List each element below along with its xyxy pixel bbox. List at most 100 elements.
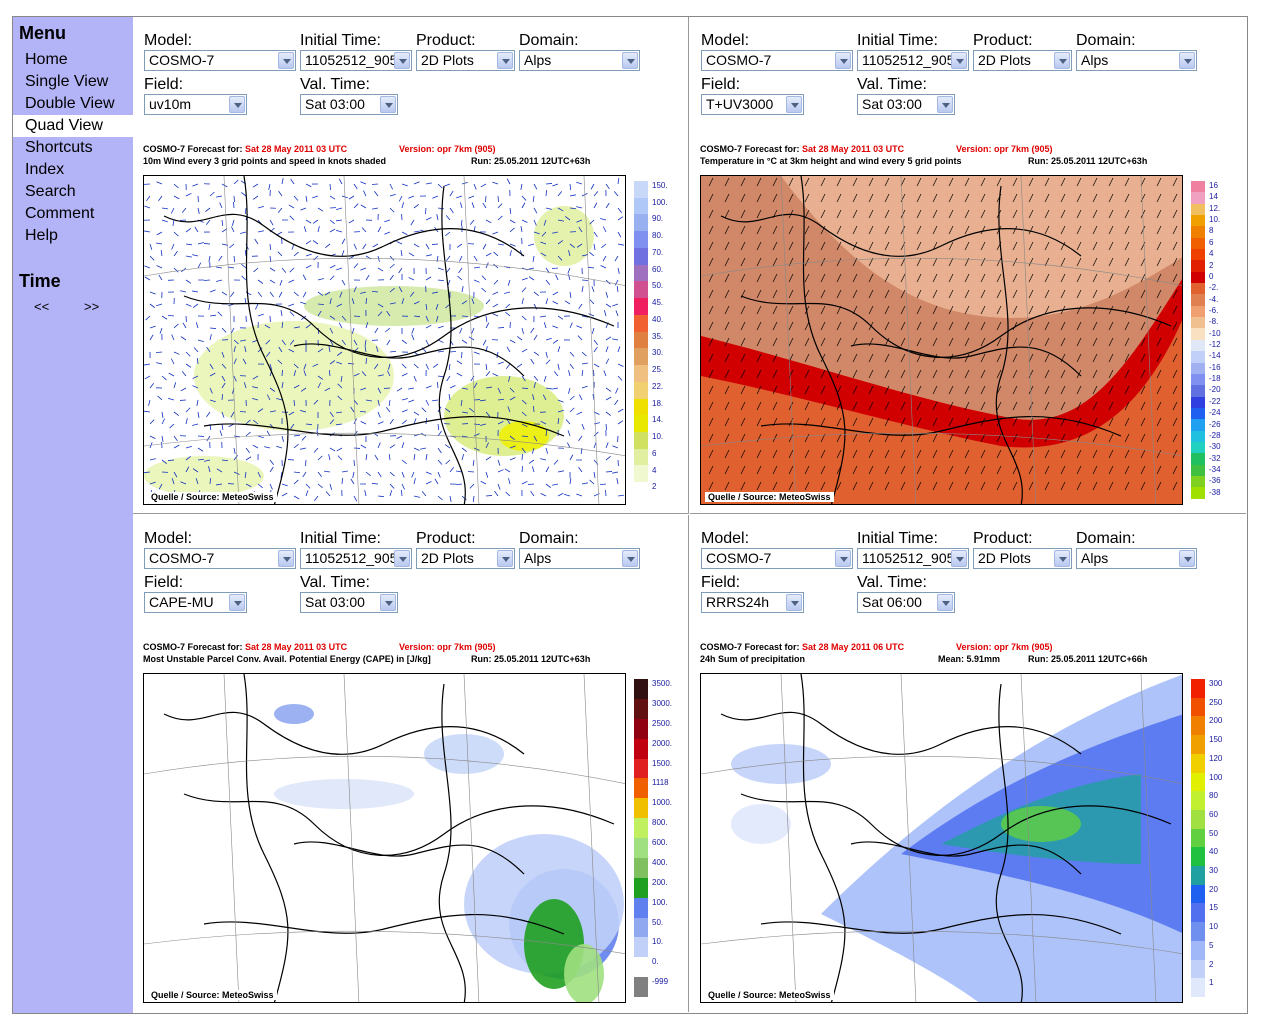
menu-item-shortcuts[interactable]: Shortcuts	[25, 139, 93, 156]
initial-time-select[interactable]: 11052512_905	[857, 50, 969, 71]
model-label: Model:	[701, 530, 750, 547]
chevron-down-icon	[394, 52, 410, 69]
field-select[interactable]: T+UV3000	[701, 94, 804, 115]
menu-item-double-view[interactable]: Double View	[25, 95, 115, 112]
chevron-down-icon	[229, 594, 245, 611]
time-prev-link[interactable]: <<	[34, 299, 50, 314]
source-label: Quelle / Source: MeteoSwiss	[705, 990, 834, 1000]
color-scale-label: 10	[1209, 922, 1218, 932]
map-image	[701, 674, 1182, 1002]
color-scale-swatch	[1191, 753, 1205, 773]
color-scale-label: 200.	[652, 877, 668, 887]
chevron-down-icon	[229, 96, 245, 113]
menu-item-help[interactable]: Help	[25, 227, 58, 244]
color-scale-swatch	[1191, 735, 1205, 754]
domain-select[interactable]: Alps	[519, 548, 640, 569]
color-scale-label: 0.	[652, 957, 659, 967]
color-scale-swatch	[1191, 328, 1205, 340]
val-time-select[interactable]: Sat 03:00	[300, 94, 398, 115]
panel-1: Model: COSMO-7 Initial Time: 11052512_90…	[133, 17, 689, 514]
color-scale-label: 1000.	[652, 798, 673, 808]
color-scale-label: 2	[652, 482, 657, 492]
mean-label: Mean: 5.91mm	[938, 654, 1001, 664]
model-select[interactable]: COSMO-7	[701, 548, 853, 569]
color-scale-swatch	[634, 314, 648, 332]
chevron-down-icon	[1179, 52, 1195, 69]
color-scale-swatch	[634, 181, 648, 198]
color-scale-swatch	[1191, 192, 1205, 204]
color-scale-label: -38	[1209, 487, 1221, 497]
product-select[interactable]: 2D Plots	[416, 50, 515, 71]
model-select[interactable]: COSMO-7	[144, 50, 296, 71]
product-select[interactable]: 2D Plots	[416, 548, 515, 569]
color-scale-label: 30	[1209, 866, 1218, 876]
chevron-down-icon	[497, 550, 513, 567]
initial-time-value: 11052512_905	[862, 52, 955, 68]
menu-item-single-view[interactable]: Single View	[25, 73, 109, 90]
color-scale-label: 10.	[652, 432, 664, 442]
initial-time-select[interactable]: 11052512_905	[857, 548, 969, 569]
chevron-down-icon	[835, 550, 851, 567]
color-scale-label: 100	[1209, 772, 1223, 782]
color-scale-swatch	[1191, 922, 1205, 941]
domain-select[interactable]: Alps	[1076, 548, 1197, 569]
time-title: Time	[19, 271, 61, 291]
color-scale-swatch	[1191, 249, 1205, 261]
panel-4: Model: COSMO-7 Initial Time: 11052512_90…	[690, 515, 1246, 1012]
color-scale-label: 1	[1209, 978, 1214, 988]
chevron-down-icon	[786, 96, 802, 113]
chevron-down-icon	[278, 550, 294, 567]
color-scale-label: -18	[1209, 374, 1221, 384]
color-scale	[634, 181, 648, 499]
initial-time-select[interactable]: 11052512_905	[300, 548, 412, 569]
menu-item-home[interactable]: Home	[25, 51, 68, 68]
menu-item-index[interactable]: Index	[25, 161, 65, 178]
val-time-select[interactable]: Sat 03:00	[857, 94, 955, 115]
model-select[interactable]: COSMO-7	[144, 548, 296, 569]
color-scale-swatch	[634, 214, 648, 232]
forecast-map: Quelle / Source: MeteoSwiss	[700, 175, 1183, 505]
color-scale-label: -12	[1209, 340, 1221, 349]
product-value: 2D Plots	[421, 550, 474, 566]
color-scale-swatch	[634, 857, 648, 878]
field-select[interactable]: CAPE-MU	[144, 592, 247, 613]
model-label: Model:	[701, 32, 750, 49]
time-next-link[interactable]: >>	[84, 299, 100, 314]
color-scale-label: -24	[1209, 408, 1221, 418]
field-select[interactable]: uv10m	[144, 94, 247, 115]
field-label: Field:	[701, 76, 741, 93]
product-description: 24h Sum of precipitation	[700, 654, 806, 664]
product-select[interactable]: 2D Plots	[973, 50, 1072, 71]
color-scale-label: 18.	[652, 398, 664, 408]
menu-item-comment[interactable]: Comment	[25, 205, 95, 222]
initial-time-label: Initial Time:	[857, 530, 938, 547]
domain-select[interactable]: Alps	[1076, 50, 1197, 71]
chevron-down-icon	[1054, 550, 1070, 567]
color-scale-label: 30.	[652, 348, 664, 358]
color-scale-label: 60.	[652, 264, 664, 274]
version-label: Version: opr 7km (905)	[399, 144, 496, 154]
menu-item-search[interactable]: Search	[25, 183, 76, 200]
field-select[interactable]: RRRS24h	[701, 592, 804, 613]
color-scale-label: 200	[1209, 716, 1223, 726]
val-time-select[interactable]: Sat 06:00	[857, 592, 955, 613]
color-scale	[634, 679, 648, 997]
color-scale-label: 80	[1209, 791, 1218, 801]
color-scale-swatch	[1191, 441, 1205, 454]
val-time-select[interactable]: Sat 03:00	[300, 592, 398, 613]
menu-item-quad-view[interactable]: Quad View	[13, 115, 133, 137]
val-time-label: Val. Time:	[857, 76, 927, 93]
run-label: Run: 25.05.2011 12UTC+66h	[1028, 654, 1148, 664]
color-scale-label: 1118	[652, 778, 669, 788]
product-select[interactable]: 2D Plots	[973, 548, 1072, 569]
sidebar: Menu Home Single View Double View Quad V…	[13, 17, 133, 1013]
domain-select[interactable]: Alps	[519, 50, 640, 71]
forecast-map: Quelle / Source: MeteoSwiss	[143, 673, 626, 1003]
product-label: Product:	[973, 32, 1033, 49]
color-scale-swatch	[1191, 487, 1205, 499]
color-scale-swatch	[1191, 294, 1205, 306]
color-scale-label: 50.	[652, 917, 664, 927]
color-scale-swatch	[1191, 809, 1205, 829]
initial-time-select[interactable]: 11052512_905	[300, 50, 412, 71]
model-select[interactable]: COSMO-7	[701, 50, 853, 71]
